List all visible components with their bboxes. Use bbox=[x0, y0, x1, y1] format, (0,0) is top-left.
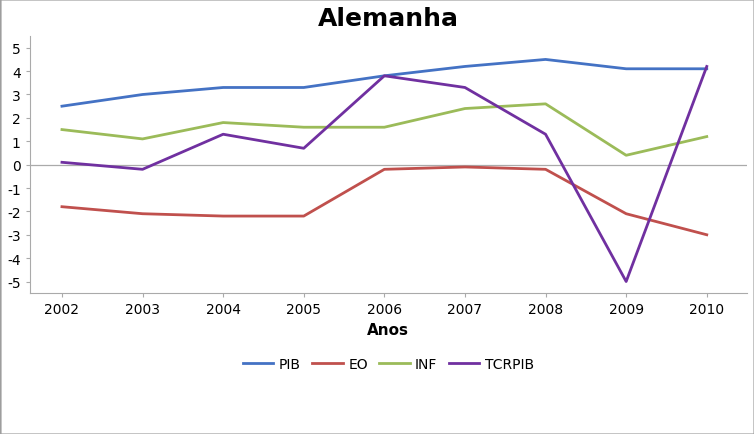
PIB bbox=[621, 67, 630, 72]
Line: TCRPIB: TCRPIB bbox=[62, 67, 706, 282]
EO bbox=[621, 212, 630, 217]
Line: EO: EO bbox=[62, 168, 706, 235]
TCRPIB bbox=[299, 146, 308, 151]
INF bbox=[138, 137, 147, 142]
EO bbox=[461, 165, 470, 170]
TCRPIB bbox=[461, 85, 470, 91]
X-axis label: Anos: Anos bbox=[367, 322, 409, 337]
EO bbox=[380, 168, 389, 173]
INF bbox=[461, 107, 470, 112]
INF bbox=[219, 121, 228, 126]
TCRPIB bbox=[138, 168, 147, 173]
PIB bbox=[299, 85, 308, 91]
INF bbox=[702, 135, 711, 140]
PIB bbox=[219, 85, 228, 91]
Title: Alemanha: Alemanha bbox=[318, 7, 459, 31]
PIB bbox=[702, 67, 711, 72]
TCRPIB bbox=[57, 160, 66, 165]
TCRPIB bbox=[621, 279, 630, 284]
EO bbox=[541, 168, 550, 173]
EO bbox=[702, 233, 711, 238]
EO bbox=[138, 212, 147, 217]
TCRPIB bbox=[541, 132, 550, 138]
EO bbox=[57, 205, 66, 210]
INF bbox=[621, 153, 630, 158]
EO bbox=[219, 214, 228, 219]
INF bbox=[299, 125, 308, 131]
PIB bbox=[380, 74, 389, 79]
Line: PIB: PIB bbox=[62, 60, 706, 107]
TCRPIB bbox=[702, 65, 711, 70]
EO bbox=[299, 214, 308, 219]
Line: INF: INF bbox=[62, 105, 706, 156]
TCRPIB bbox=[219, 132, 228, 138]
INF bbox=[541, 102, 550, 107]
PIB bbox=[138, 93, 147, 98]
INF bbox=[380, 125, 389, 131]
PIB bbox=[57, 104, 66, 109]
TCRPIB bbox=[380, 74, 389, 79]
PIB bbox=[541, 58, 550, 63]
PIB bbox=[461, 65, 470, 70]
Legend: PIB, EO, INF, TCRPIB: PIB, EO, INF, TCRPIB bbox=[238, 352, 539, 377]
INF bbox=[57, 128, 66, 133]
